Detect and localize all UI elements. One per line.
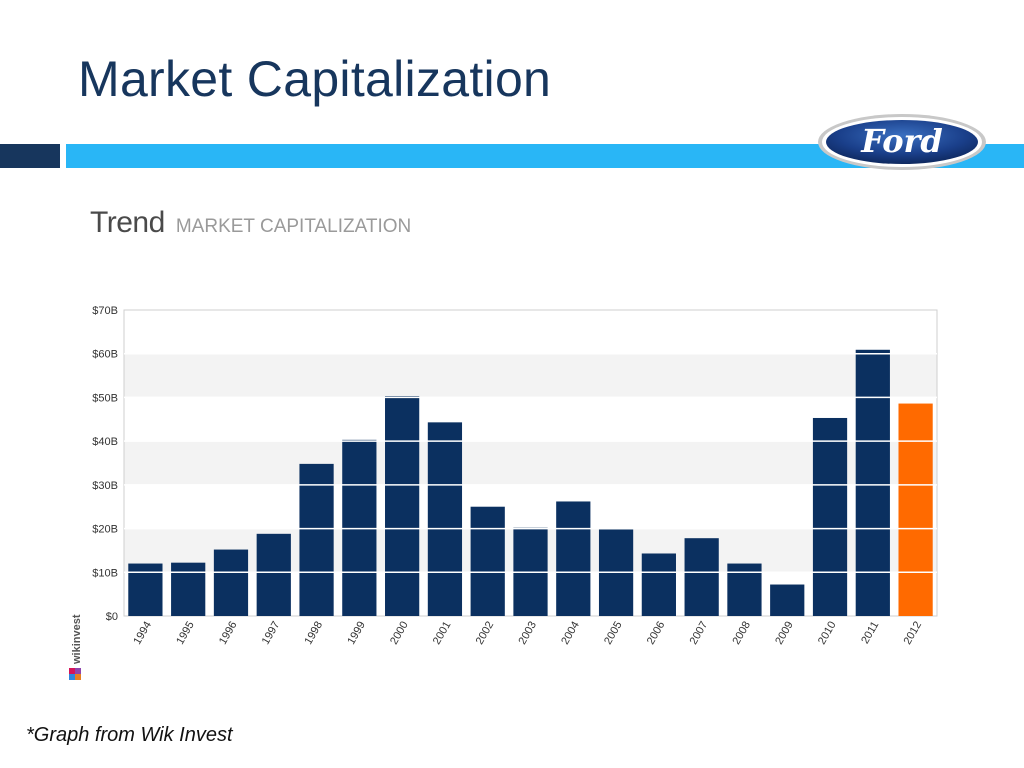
footnote: *Graph from Wik Invest — [26, 724, 233, 746]
bar-2000 — [385, 396, 420, 616]
bar-2008 — [727, 563, 762, 616]
y-tick-label: $0 — [106, 611, 118, 623]
bar-2011 — [855, 349, 890, 616]
wikinvest-watermark: wikinvest — [69, 614, 83, 680]
chart-header: Trend MARKET CAPITALIZATION — [90, 206, 411, 240]
bar-2012 — [898, 403, 933, 616]
wikinvest-text: wikinvest — [71, 614, 83, 665]
trend-label: Trend — [90, 206, 165, 239]
y-tick-label: $60B — [92, 349, 118, 361]
x-tick-label: 2011 — [859, 620, 881, 646]
market-cap-chart: $0 $10B $20B $30B $40B $50B $60B $70B 1994 1995 19… — [92, 305, 938, 647]
bar-1998 — [299, 463, 334, 616]
x-tick-label: 2010 — [816, 620, 839, 647]
x-tick-label: 1999 — [345, 620, 368, 647]
x-tick-label: 1996 — [217, 620, 240, 647]
x-tick-label: 2004 — [559, 620, 582, 647]
ford-logo: Ford — [818, 114, 986, 170]
x-tick-label: 2002 — [474, 620, 497, 647]
x-tick-label: 1997 — [260, 620, 283, 647]
x-tick-label: 2008 — [730, 620, 753, 647]
bar-2009 — [770, 584, 805, 616]
x-tick-label: 2000 — [388, 620, 411, 647]
grid-band — [124, 353, 937, 398]
slide-title: Market Capitalization — [78, 51, 552, 107]
grid-band — [124, 441, 937, 485]
x-tick-label: 2007 — [688, 620, 711, 647]
bar-1996 — [213, 549, 249, 616]
bar-2010 — [812, 417, 848, 616]
x-tick-label: 2001 — [431, 620, 454, 647]
x-tick-label: 2006 — [645, 620, 668, 647]
ford-logo-text: Ford — [860, 122, 943, 160]
bar-2001 — [427, 422, 463, 616]
y-tick-label: $40B — [92, 436, 118, 448]
x-tick-label: 2009 — [773, 620, 796, 647]
bar-2007 — [684, 538, 719, 616]
x-tick-label: 2005 — [602, 620, 625, 647]
x-tick-label: 1995 — [174, 620, 197, 647]
y-tick-label: $70B — [92, 305, 118, 317]
x-tick-label: 2012 — [902, 620, 925, 647]
accent-bar-dark — [0, 144, 60, 168]
x-tick-label: 1994 — [131, 620, 154, 647]
chart-subtitle: MARKET CAPITALIZATION — [175, 216, 412, 237]
y-tick-label: $30B — [92, 480, 118, 492]
x-tick-label: 2003 — [516, 620, 539, 647]
bar-1995 — [171, 562, 206, 616]
bar-2002 — [470, 506, 505, 616]
x-tick-label: 1998 — [303, 620, 326, 647]
bar-2004 — [556, 501, 591, 616]
bar-1994 — [128, 563, 163, 616]
bar-2006 — [641, 553, 676, 616]
bar-1997 — [256, 533, 291, 616]
y-tick-label: $20B — [92, 524, 118, 536]
y-tick-label: $10B — [92, 567, 118, 579]
y-tick-label: $50B — [92, 392, 118, 404]
